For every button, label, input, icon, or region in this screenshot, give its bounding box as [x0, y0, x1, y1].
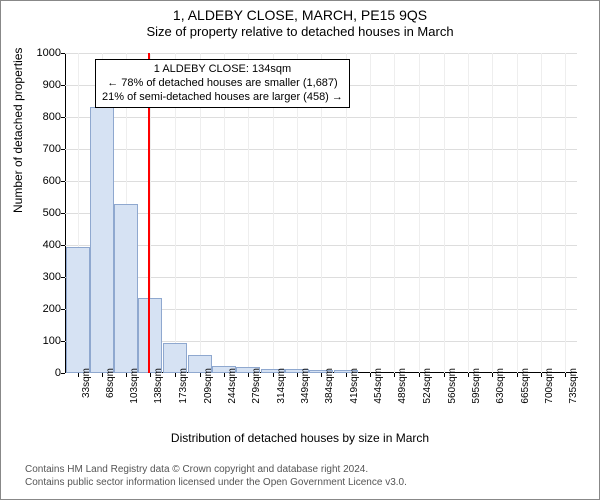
- chart-title: 1, ALDEBY CLOSE, MARCH, PE15 9QS: [1, 1, 599, 23]
- x-tick-label: 103sqm: [129, 368, 140, 404]
- vgridline: [444, 53, 445, 373]
- x-tick-label: 244sqm: [227, 368, 238, 404]
- y-tick-mark: [61, 53, 65, 54]
- x-axis-label: Distribution of detached houses by size …: [1, 431, 599, 445]
- plot-area: 0100200300400500600700800900100033sqm68s…: [65, 53, 577, 373]
- y-tick-label: 900: [25, 79, 61, 91]
- x-tick-label: 454sqm: [373, 368, 384, 404]
- x-tick-label: 524sqm: [422, 368, 433, 404]
- y-tick-mark: [61, 149, 65, 150]
- x-tick-mark: [78, 373, 79, 377]
- vgridline: [565, 53, 566, 373]
- x-tick-label: 314sqm: [276, 368, 287, 404]
- attribution-footer: Contains HM Land Registry data © Crown c…: [25, 463, 587, 489]
- annotation-line: 21% of semi-detached houses are larger (…: [102, 91, 343, 105]
- x-tick-mark: [394, 373, 395, 377]
- x-tick-mark: [102, 373, 103, 377]
- annotation-line: ← 78% of detached houses are smaller (1,…: [102, 77, 343, 91]
- y-tick-mark: [61, 309, 65, 310]
- y-axis-label: Number of detached properties: [11, 48, 25, 213]
- x-tick-mark: [224, 373, 225, 377]
- x-tick-mark: [175, 373, 176, 377]
- vgridline: [517, 53, 518, 373]
- histogram-bar: [114, 204, 138, 373]
- annotation-line: 1 ALDEBY CLOSE: 134sqm: [102, 63, 343, 77]
- y-tick-label: 100: [25, 335, 61, 347]
- attribution-line-2: Contains public sector information licen…: [25, 476, 587, 489]
- vgridline: [370, 53, 371, 373]
- x-tick-mark: [492, 373, 493, 377]
- y-tick-label: 600: [25, 175, 61, 187]
- y-tick-label: 500: [25, 207, 61, 219]
- y-tick-mark: [61, 85, 65, 86]
- x-tick-mark: [273, 373, 274, 377]
- x-tick-label: 349sqm: [300, 368, 311, 404]
- x-tick-mark: [321, 373, 322, 377]
- x-tick-mark: [126, 373, 127, 377]
- y-tick-mark: [61, 277, 65, 278]
- x-tick-mark: [297, 373, 298, 377]
- x-tick-mark: [444, 373, 445, 377]
- x-tick-mark: [419, 373, 420, 377]
- chart-subtitle: Size of property relative to detached ho…: [1, 23, 599, 41]
- x-tick-mark: [468, 373, 469, 377]
- y-tick-label: 0: [25, 367, 61, 379]
- x-tick-mark: [200, 373, 201, 377]
- x-tick-label: 630sqm: [495, 368, 506, 404]
- x-tick-label: 209sqm: [203, 368, 214, 404]
- chart-container: 1, ALDEBY CLOSE, MARCH, PE15 9QS Size of…: [0, 0, 600, 500]
- y-tick-label: 200: [25, 303, 61, 315]
- x-tick-mark: [150, 373, 151, 377]
- attribution-line-1: Contains HM Land Registry data © Crown c…: [25, 463, 587, 476]
- x-tick-label: 595sqm: [471, 368, 482, 404]
- y-tick-label: 700: [25, 143, 61, 155]
- y-tick-label: 800: [25, 111, 61, 123]
- x-tick-label: 279sqm: [251, 368, 262, 404]
- x-tick-label: 384sqm: [324, 368, 335, 404]
- x-tick-mark: [541, 373, 542, 377]
- x-tick-label: 560sqm: [447, 368, 458, 404]
- y-tick-mark: [61, 213, 65, 214]
- x-tick-label: 665sqm: [520, 368, 531, 404]
- vgridline: [541, 53, 542, 373]
- x-tick-label: 735sqm: [568, 368, 579, 404]
- y-tick-label: 300: [25, 271, 61, 283]
- x-tick-label: 138sqm: [153, 368, 164, 404]
- y-tick-mark: [61, 373, 65, 374]
- vgridline: [468, 53, 469, 373]
- histogram-bar: [90, 107, 114, 373]
- x-tick-mark: [248, 373, 249, 377]
- x-tick-mark: [370, 373, 371, 377]
- x-tick-label: 173sqm: [178, 368, 189, 404]
- histogram-bar: [138, 298, 162, 373]
- x-tick-label: 419sqm: [349, 368, 360, 404]
- y-tick-mark: [61, 341, 65, 342]
- x-tick-label: 489sqm: [397, 368, 408, 404]
- y-tick-mark: [61, 181, 65, 182]
- x-tick-mark: [517, 373, 518, 377]
- annotation-box: 1 ALDEBY CLOSE: 134sqm← 78% of detached …: [95, 59, 350, 108]
- y-tick-label: 1000: [25, 47, 61, 59]
- vgridline: [419, 53, 420, 373]
- y-tick-mark: [61, 117, 65, 118]
- y-tick-mark: [61, 245, 65, 246]
- vgridline: [492, 53, 493, 373]
- x-tick-mark: [565, 373, 566, 377]
- histogram-bar: [66, 247, 90, 373]
- y-tick-label: 400: [25, 239, 61, 251]
- x-tick-mark: [346, 373, 347, 377]
- x-tick-label: 700sqm: [544, 368, 555, 404]
- vgridline: [394, 53, 395, 373]
